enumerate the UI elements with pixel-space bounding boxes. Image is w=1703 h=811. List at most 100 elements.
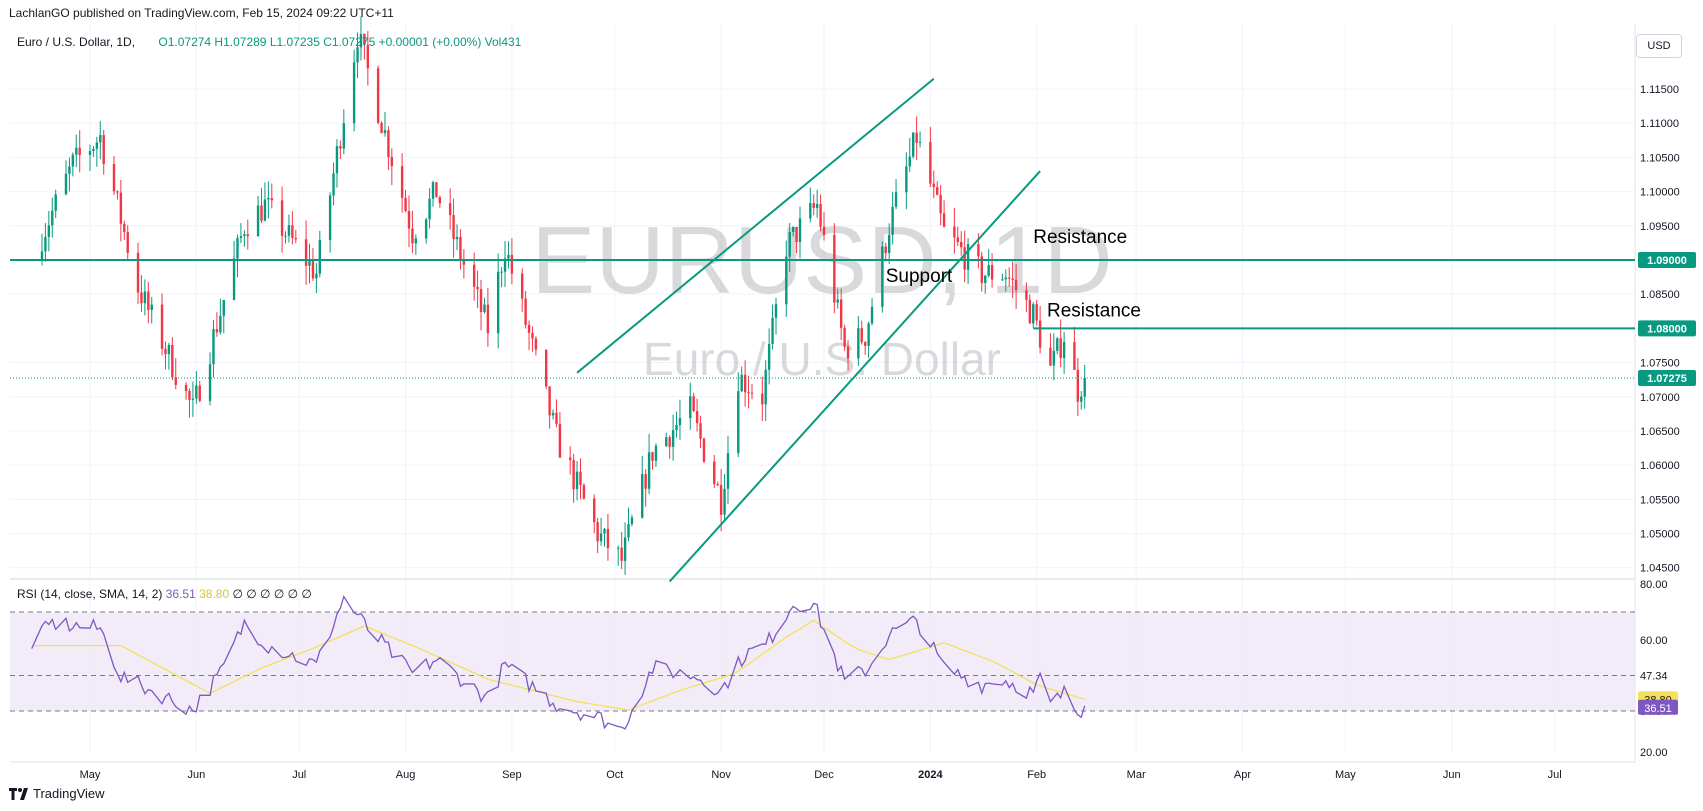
candle-body bbox=[335, 146, 339, 174]
time-axis-tick: May bbox=[80, 769, 101, 781]
candle-body bbox=[222, 299, 225, 316]
price-axis-tick: 1.10500 bbox=[1640, 152, 1680, 164]
candle-body bbox=[555, 412, 558, 425]
candle-body bbox=[939, 194, 942, 214]
candle-body bbox=[809, 203, 812, 219]
candle-body bbox=[812, 203, 815, 208]
time-axis-tick: Oct bbox=[606, 769, 623, 781]
candle-body bbox=[723, 488, 726, 515]
candle-body bbox=[291, 225, 294, 238]
candle-body bbox=[1052, 350, 1056, 366]
candle-body bbox=[987, 264, 990, 276]
candle-body bbox=[246, 234, 249, 237]
candle-body bbox=[798, 218, 802, 242]
candle-body bbox=[431, 182, 435, 199]
candle-body bbox=[984, 275, 987, 283]
candle-body bbox=[160, 304, 164, 349]
candle-body bbox=[328, 195, 332, 240]
candle-body bbox=[116, 191, 119, 193]
candle-body bbox=[315, 273, 318, 279]
price-axis-tick: 1.07500 bbox=[1640, 358, 1680, 370]
currency-button[interactable]: USD bbox=[1636, 34, 1682, 58]
candle-body bbox=[1049, 347, 1052, 366]
candle-body bbox=[1073, 342, 1076, 370]
candle-body bbox=[671, 430, 675, 447]
candle-body bbox=[387, 130, 390, 158]
candle-body bbox=[963, 247, 966, 270]
candle-body bbox=[870, 306, 874, 324]
candle-body bbox=[78, 147, 81, 155]
candle-body bbox=[627, 524, 630, 538]
price-axis-tick: 1.08500 bbox=[1640, 289, 1680, 301]
candle-body bbox=[905, 166, 908, 193]
candle-body bbox=[428, 198, 431, 220]
symbol-label: Euro / U.S. Dollar, 1D, bbox=[17, 35, 136, 49]
candle-body bbox=[579, 471, 582, 486]
candle-body bbox=[1001, 279, 1004, 281]
candle-body bbox=[1028, 299, 1032, 324]
candle-body bbox=[47, 225, 51, 237]
time-axis-tick: Apr bbox=[1234, 769, 1251, 781]
candle-body bbox=[1062, 342, 1066, 358]
candle-body bbox=[167, 344, 171, 355]
candle-body bbox=[867, 323, 870, 346]
candle-body bbox=[857, 328, 860, 359]
candle-body bbox=[308, 260, 311, 266]
candle-body bbox=[380, 122, 383, 134]
candle-body bbox=[750, 392, 754, 394]
candle-body bbox=[366, 44, 370, 69]
candle-body bbox=[819, 204, 822, 227]
candle-body bbox=[232, 258, 236, 300]
candle-body bbox=[352, 62, 356, 124]
candle-body bbox=[737, 391, 740, 454]
candle-body bbox=[551, 412, 555, 416]
candle-body bbox=[647, 452, 651, 489]
candle-body bbox=[215, 329, 219, 333]
rsi-legend-extra: ∅ ∅ ∅ ∅ ∅ ∅ bbox=[232, 587, 312, 601]
candle-body bbox=[665, 437, 668, 446]
candle-body bbox=[675, 425, 678, 431]
candle-body bbox=[462, 260, 466, 265]
footer-brand-label: TradingView bbox=[33, 786, 105, 801]
candle-body bbox=[400, 166, 404, 198]
candle-body bbox=[198, 385, 201, 401]
footer-brand[interactable]: TradingView bbox=[9, 786, 105, 801]
ohlc-values: O1.07274 H1.07289 L1.07235 C1.07275 +0.0… bbox=[158, 35, 522, 49]
candle-body bbox=[332, 173, 335, 196]
candle-body bbox=[785, 256, 788, 305]
candle-body bbox=[1011, 278, 1014, 281]
candle-body bbox=[71, 154, 75, 167]
candle-body bbox=[843, 327, 846, 347]
candle-body bbox=[479, 289, 483, 313]
candle-body bbox=[863, 342, 867, 346]
candle-body bbox=[99, 135, 102, 143]
candle-body bbox=[603, 528, 606, 534]
candle-body bbox=[287, 225, 291, 236]
candle-body bbox=[472, 264, 476, 287]
candle-body bbox=[136, 252, 140, 293]
candle-body bbox=[527, 324, 531, 333]
candle-body bbox=[68, 166, 71, 174]
candle-body bbox=[692, 396, 695, 411]
candle-body bbox=[689, 396, 692, 419]
watermark-name: Euro / U.S. Dollar bbox=[643, 333, 1001, 385]
candle-body bbox=[593, 498, 596, 523]
candle-body bbox=[836, 299, 839, 303]
candle-body bbox=[764, 369, 767, 405]
candle-body bbox=[359, 33, 363, 48]
candle-body bbox=[936, 187, 939, 195]
candle-body bbox=[791, 227, 795, 232]
candle-body bbox=[743, 374, 747, 393]
candle-body bbox=[620, 547, 623, 561]
candle-body bbox=[476, 286, 479, 290]
candle-body bbox=[339, 146, 342, 149]
time-axis-tick: Jul bbox=[292, 769, 306, 781]
candle-body bbox=[503, 258, 507, 272]
candle-body bbox=[534, 338, 538, 350]
candle-body bbox=[267, 198, 270, 200]
candle-body bbox=[654, 445, 658, 461]
rsi-value-badge bbox=[1638, 699, 1678, 715]
candle-body bbox=[1080, 396, 1083, 402]
last-price-label: 1.07275 bbox=[1647, 373, 1687, 385]
candle-body bbox=[520, 273, 524, 299]
